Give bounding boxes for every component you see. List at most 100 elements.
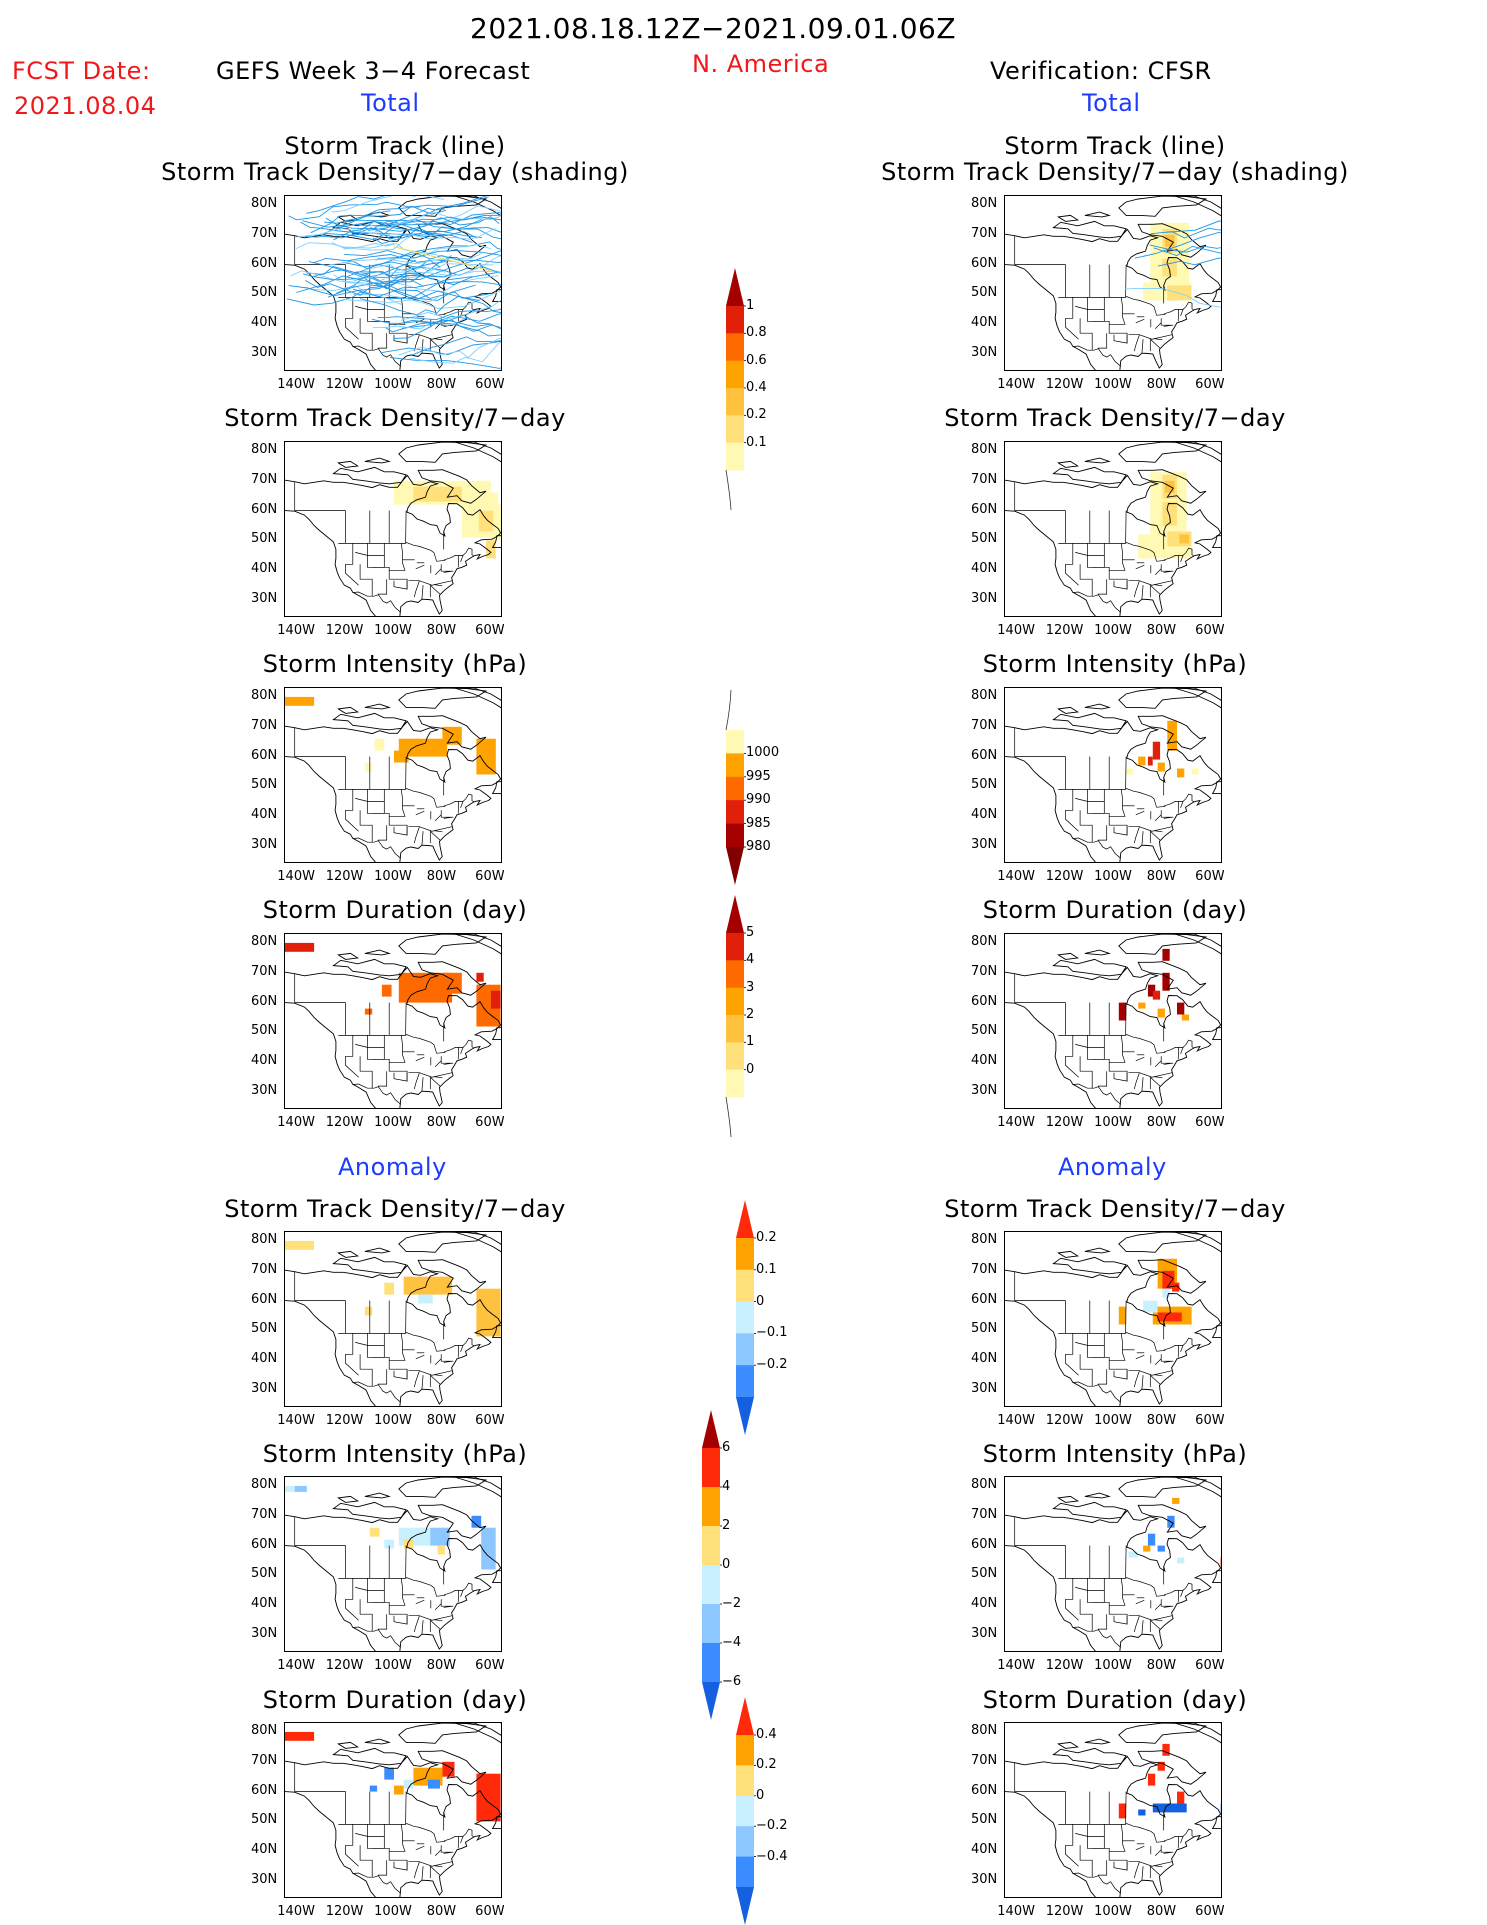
shading-cell xyxy=(1172,1282,1180,1292)
shading-cell xyxy=(1118,1803,1127,1819)
lon-tick-label: 60W xyxy=(475,623,505,638)
storm-track xyxy=(380,270,501,279)
map-frame xyxy=(1004,195,1222,371)
shading-cell xyxy=(1172,1497,1180,1504)
shading-cell xyxy=(1157,1312,1182,1322)
shading-cell xyxy=(1177,768,1185,778)
coastline-layer xyxy=(285,934,501,1108)
shading-cell xyxy=(1162,258,1177,277)
colorbar-label: 0.1 xyxy=(756,1261,777,1277)
storm-track xyxy=(324,196,489,224)
shading-cell xyxy=(1147,1533,1156,1546)
lat-tick-label: 60N xyxy=(971,1291,998,1307)
map-frame xyxy=(1004,441,1222,617)
storm-track xyxy=(319,212,501,239)
colorbar-box xyxy=(726,800,744,825)
verification-title: Verification: CFSR xyxy=(990,57,1212,85)
lon-tick-label: 60W xyxy=(1195,1413,1225,1428)
shading-cell xyxy=(1147,984,1156,997)
shading-cell xyxy=(1143,1545,1151,1552)
lat-tick-label: 70N xyxy=(251,471,278,487)
storm-track xyxy=(352,281,501,298)
colorbar-graphic xyxy=(725,690,746,885)
lon-tick-label: 140W xyxy=(997,623,1035,638)
lat-tick-label: 50N xyxy=(251,1566,278,1582)
lon-tick-label: 80W xyxy=(426,1904,457,1919)
colorbar-label: 0.4 xyxy=(746,380,767,395)
lon-tick-label: 100W xyxy=(1094,1115,1132,1130)
lon-tick-label: 140W xyxy=(997,377,1035,392)
colorbar-cap xyxy=(726,847,744,885)
lon-tick-label: 60W xyxy=(1195,1115,1225,1130)
lon-tick-label: 120W xyxy=(1045,623,1084,638)
shading-cell xyxy=(1157,1545,1165,1552)
colorbar-box xyxy=(726,823,744,848)
lon-tick-label: 100W xyxy=(374,1658,412,1673)
storm-track xyxy=(365,211,501,228)
shading-cell xyxy=(1177,1002,1185,1015)
title-r-intensity: Storm Intensity (hPa) xyxy=(982,650,1248,678)
colorbar-box xyxy=(726,442,744,471)
storm-track xyxy=(356,263,446,280)
lat-tick-label: 80N xyxy=(971,195,998,211)
colorbar-cap xyxy=(702,1682,720,1720)
lat-tick-label: 50N xyxy=(971,531,998,547)
title-l-anom-intensity: Storm Intensity (hPa) xyxy=(262,1440,528,1468)
lat-tick-label: 70N xyxy=(251,963,278,979)
shading-cell xyxy=(1157,762,1165,772)
lon-tick-label: 80W xyxy=(426,377,457,392)
shading-cell xyxy=(1157,1761,1165,1771)
shading-cell xyxy=(1177,1791,1185,1804)
shading-cell xyxy=(427,1779,440,1789)
lon-tick-label: 140W xyxy=(277,1413,315,1428)
colorbar-label: 4 xyxy=(722,1479,731,1494)
lon-tick-label: 100W xyxy=(374,1413,412,1428)
lat-tick-label: 40N xyxy=(971,315,998,331)
colorbar-label: 5 xyxy=(746,925,755,940)
lat-tick-label: 50N xyxy=(251,777,278,793)
colorbar-graphic xyxy=(702,1410,722,1720)
lat-tick-label: 40N xyxy=(251,315,278,331)
map-canvas xyxy=(1005,1723,1221,1897)
lat-tick-label: 80N xyxy=(971,1231,998,1247)
lon-tick-label: 100W xyxy=(1094,1904,1132,1919)
lat-tick-label: 50N xyxy=(251,285,278,301)
lon-tick-label: 140W xyxy=(997,1658,1035,1673)
lon-tick-label: 60W xyxy=(475,1413,505,1428)
lat-tick-label: 40N xyxy=(971,1596,998,1612)
shading-cell xyxy=(364,762,373,772)
map-canvas xyxy=(1005,934,1221,1108)
shading-cell xyxy=(486,540,496,559)
colorbar-label: 1000 xyxy=(746,745,780,761)
colorbar-tail xyxy=(725,469,732,510)
map-frame xyxy=(1004,1476,1222,1652)
lon-tick-label: 60W xyxy=(475,869,505,884)
shading-cell xyxy=(1118,1306,1127,1325)
colorbar-label: 995 xyxy=(746,768,771,784)
lon-tick-label: 80W xyxy=(1146,377,1177,392)
coastline-layer xyxy=(285,1723,501,1897)
storm-track xyxy=(324,216,501,241)
shading-cell xyxy=(285,1240,315,1250)
storm-track xyxy=(1125,287,1221,308)
colorbar-tail xyxy=(725,690,732,731)
lat-tick-label: 60N xyxy=(971,1536,998,1552)
storm-track xyxy=(359,295,501,316)
storm-track xyxy=(1150,227,1221,239)
colorbar-box xyxy=(702,1604,720,1644)
shading-cell xyxy=(394,750,409,763)
colorbar-graphic xyxy=(736,1200,756,1435)
colorbar-label: 0.2 xyxy=(746,407,767,423)
colorbar-label: 0.8 xyxy=(746,325,767,341)
title-r-track-line: Storm Track (line) xyxy=(1004,132,1226,160)
storm-track xyxy=(389,357,501,369)
lon-tick-label: 140W xyxy=(277,1115,315,1130)
shading-cell xyxy=(442,1761,455,1777)
shading-cell xyxy=(418,1294,433,1304)
map-frame xyxy=(1004,933,1222,1109)
lon-tick-label: 80W xyxy=(1146,623,1177,638)
colorbar-box xyxy=(726,933,744,961)
colorbar-box xyxy=(736,1735,754,1766)
lon-tick-label: 80W xyxy=(426,1115,457,1130)
lat-tick-label: 80N xyxy=(251,1722,278,1738)
